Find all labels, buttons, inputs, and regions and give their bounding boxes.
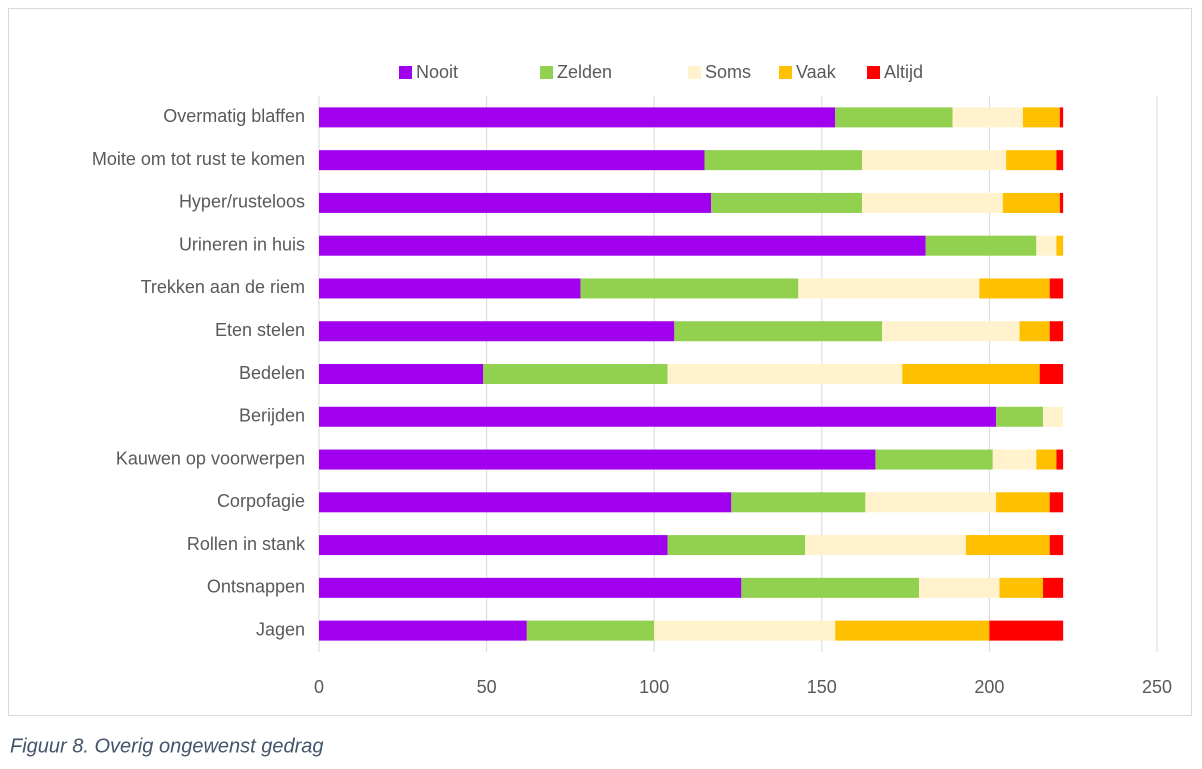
bar-segment — [1022, 107, 1060, 128]
bar-segment — [319, 406, 997, 427]
bar-segment — [1059, 192, 1064, 213]
bar-segment — [319, 620, 527, 641]
y-tick-label: Eten stelen — [215, 320, 305, 340]
bar-segment — [1056, 150, 1064, 171]
bar-segment — [1059, 107, 1064, 128]
bar-segment — [952, 107, 1023, 128]
legend-label: Altijd — [884, 62, 923, 82]
legend-label: Zelden — [557, 62, 612, 82]
bar-segment — [1019, 321, 1050, 342]
bar-segment — [319, 577, 742, 598]
bar-segment — [319, 492, 732, 513]
bar-segment — [1043, 577, 1064, 598]
y-tick-label: Overmatig blaffen — [163, 106, 305, 126]
chart-border — [8, 8, 1192, 716]
y-tick-label: Urineren in huis — [179, 234, 305, 254]
x-tick-label: 200 — [974, 677, 1004, 697]
bar-segment — [319, 364, 484, 384]
bar-segment — [1049, 492, 1064, 513]
bar-segment — [989, 620, 1064, 641]
bar-segment — [319, 449, 876, 470]
bar-segment — [798, 278, 980, 299]
bar-segment — [674, 321, 883, 342]
legend-swatch — [779, 66, 792, 79]
y-tick-label: Corpofagie — [217, 491, 305, 511]
bar-segment — [992, 449, 1037, 470]
bar-segment — [902, 364, 1040, 384]
bar-segment — [979, 278, 1050, 299]
y-tick-label: Moite om tot rust te komen — [92, 149, 305, 169]
bar-segment — [1049, 278, 1064, 299]
bar-segment — [919, 577, 1000, 598]
y-tick-label: Berijden — [239, 406, 305, 426]
bar-segment — [996, 406, 1044, 427]
legend-label: Nooit — [416, 62, 458, 82]
bar-segment — [882, 321, 1020, 342]
bar-segment — [1049, 321, 1064, 342]
y-tick-label: Bedelen — [239, 363, 305, 383]
y-tick-label: Kauwen op voorwerpen — [116, 448, 305, 468]
bar-segment — [731, 492, 866, 513]
bar-segment — [654, 620, 836, 641]
y-tick-label: Jagen — [256, 619, 305, 639]
bar-segment — [741, 577, 920, 598]
bar-segment — [862, 150, 1007, 171]
bar-segment — [319, 150, 705, 171]
bar-segment — [1036, 235, 1057, 256]
bar-segment — [965, 535, 1050, 556]
bar-segment — [1002, 192, 1060, 213]
bar-segment — [1043, 406, 1064, 427]
bar-segment — [996, 492, 1050, 513]
bar-segment — [1039, 364, 1064, 384]
bar-segment — [319, 321, 675, 342]
bar-segment — [667, 535, 806, 556]
bar-segment — [704, 150, 863, 171]
bar-segment — [805, 535, 966, 556]
bar-segment — [865, 492, 997, 513]
bar-segment — [925, 235, 1037, 256]
legend-swatch — [399, 66, 412, 79]
legend-label: Soms — [705, 62, 751, 82]
x-tick-label: 0 — [314, 677, 324, 697]
bar-segment — [319, 235, 926, 256]
legend-label: Vaak — [796, 62, 837, 82]
bar-segment — [667, 364, 903, 384]
bar-segment — [835, 620, 990, 641]
bar-segment — [862, 192, 1003, 213]
legend-swatch — [540, 66, 553, 79]
x-tick-label: 250 — [1142, 677, 1172, 697]
y-tick-label: Rollen in stank — [187, 534, 306, 554]
y-tick-label: Trekken aan de riem — [141, 277, 305, 297]
y-tick-label: Ontsnappen — [207, 577, 305, 597]
bar-segment — [1049, 535, 1064, 556]
x-tick-label: 50 — [477, 677, 497, 697]
bar-segment — [526, 620, 655, 641]
bar-segment — [835, 107, 953, 128]
bar-segment — [319, 192, 712, 213]
bar-segment — [580, 278, 799, 299]
x-tick-label: 100 — [639, 677, 669, 697]
bar-segment — [999, 577, 1044, 598]
y-tick-label: Hyper/rusteloos — [179, 192, 305, 212]
caption: Figuur 8. Overig ongewenst gedrag — [10, 735, 324, 757]
bar-segment — [1056, 235, 1064, 256]
x-tick-label: 150 — [807, 677, 837, 697]
bar-segment — [711, 192, 863, 213]
bar-segment — [483, 364, 668, 384]
bar-segment — [1056, 449, 1064, 470]
bar-segment — [875, 449, 993, 470]
bar-segment — [1036, 449, 1057, 470]
legend-swatch — [867, 66, 880, 79]
bar-segment — [319, 107, 836, 128]
legend-swatch — [688, 66, 701, 79]
bar-segment — [319, 278, 581, 299]
bar-segment — [1006, 150, 1057, 171]
bar-segment — [319, 535, 668, 556]
